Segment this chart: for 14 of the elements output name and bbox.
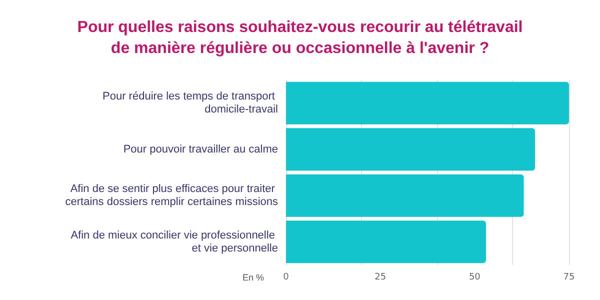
y-tick-label: Afin de se sentir plus efficaces pour traiter certains dossiers remplir certaines missions xyxy=(65,183,278,208)
bar xyxy=(286,174,524,217)
y-tick-label: Pour pouvoir travailler au calme xyxy=(123,143,278,156)
x-tick-label: 50 xyxy=(468,272,481,282)
x-axis-title: En % xyxy=(242,272,264,282)
x-tick-label: 25 xyxy=(374,272,386,282)
chart-title: Pour quelles raisons souhaitez-vous recourir au télétravail de manière régulière ou occasionnelle à l'avenir ? xyxy=(77,19,523,57)
bar xyxy=(286,82,569,124)
bar xyxy=(286,220,486,264)
x-tick-label: 75 xyxy=(563,272,575,282)
y-tick-label: Afin de mieux concilier vie professionnelle et vie personnelle xyxy=(70,229,278,254)
x-tick-label: 0 xyxy=(283,272,290,282)
bar xyxy=(286,128,536,171)
y-tick-label: Pour réduire les temps de transport domicile-travail xyxy=(102,90,278,116)
